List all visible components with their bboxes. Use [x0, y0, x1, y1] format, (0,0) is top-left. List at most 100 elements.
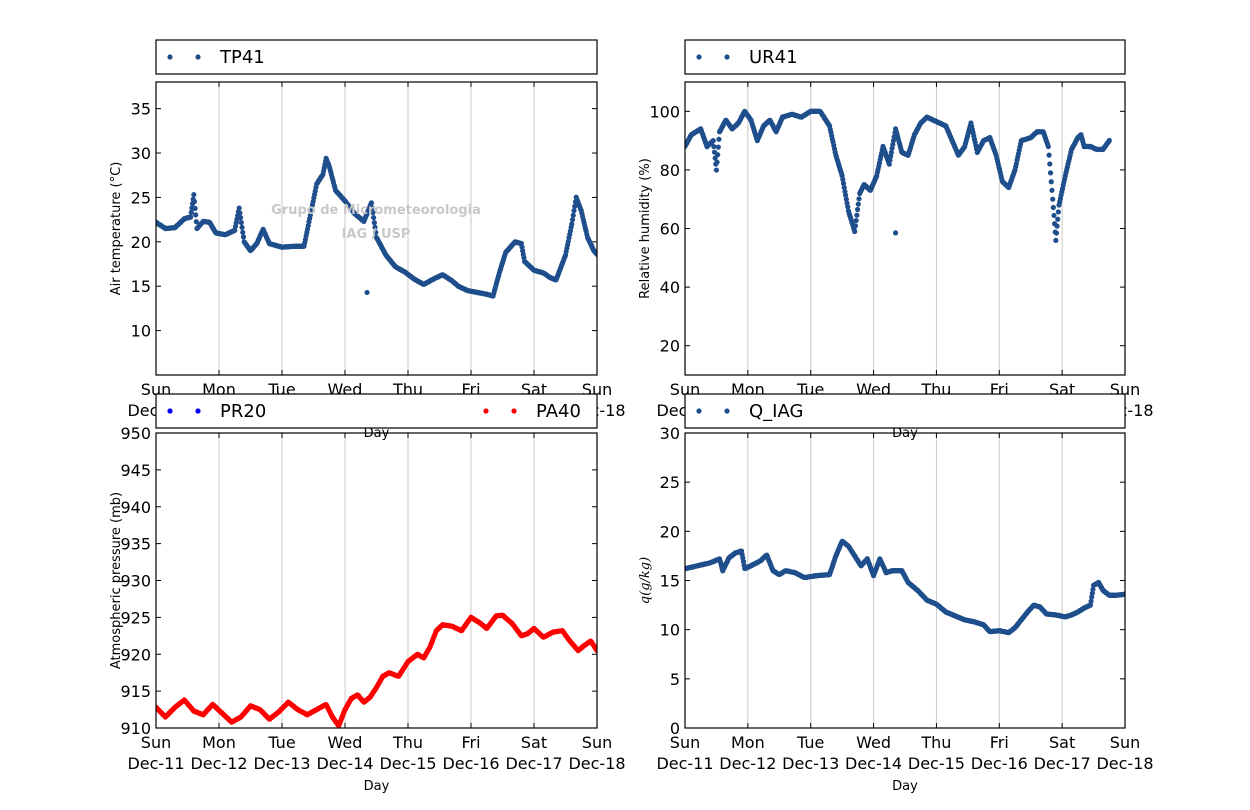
x-tick-label-day: Sun — [1110, 733, 1140, 752]
y-tick-label: 80 — [660, 161, 680, 180]
legend-marker — [724, 408, 730, 414]
y-tick-label: 930 — [120, 572, 151, 591]
y-axis-label: Atmospheric pressure (mb) — [109, 492, 124, 669]
data-point — [716, 136, 722, 142]
data-point — [1055, 216, 1061, 222]
x-tick-label-day: Sun — [141, 733, 171, 752]
data-point — [886, 161, 892, 167]
legend-marker — [167, 408, 173, 414]
y-axis-label: Relative humidity (%) — [638, 158, 653, 299]
x-tick-label-date: Dec-11 — [656, 754, 713, 773]
data-point — [1106, 137, 1112, 144]
legend-marker — [696, 54, 702, 60]
legend-label: Q_IAG — [749, 401, 803, 422]
x-tick-label-day: Mon — [202, 733, 236, 752]
x-tick-label-date: Dec-16 — [971, 754, 1028, 773]
data-point — [1045, 143, 1051, 150]
y-tick-label: 20 — [131, 233, 151, 252]
data-point — [1047, 161, 1053, 167]
data-point — [1122, 591, 1125, 597]
data-point — [843, 196, 849, 202]
x-tick-label-day: Thu — [920, 733, 951, 752]
y-axis-label: Air temperature (°C) — [109, 162, 124, 296]
data-point — [840, 176, 846, 183]
data-point — [236, 205, 242, 211]
x-tick-label-date: Dec-18 — [1096, 754, 1153, 773]
data-point — [368, 200, 375, 206]
data-point — [569, 221, 575, 227]
y-tick-label: 25 — [660, 473, 680, 492]
data-point — [369, 205, 375, 211]
legend-label: PA40 — [536, 401, 581, 422]
x-tick-label-day: Fri — [990, 733, 1009, 752]
data-point — [232, 227, 238, 233]
data-point — [1053, 230, 1060, 236]
data-point — [192, 205, 198, 211]
data-point — [854, 212, 860, 218]
x-tick-label-day: Mon — [731, 733, 765, 752]
x-tick-label-date: Dec-14 — [845, 754, 902, 773]
legend-box — [155, 39, 598, 75]
data-point — [188, 214, 194, 220]
data-point — [841, 184, 847, 191]
data-point — [1088, 598, 1094, 604]
y-tick-label: 25 — [131, 188, 151, 207]
data-point — [713, 167, 720, 173]
x-tick-label-day: Tue — [267, 733, 295, 752]
legend-marker — [195, 54, 201, 60]
data-point — [855, 201, 861, 207]
data-point — [1053, 237, 1059, 243]
data-point — [370, 209, 376, 216]
y-tick-label: 20 — [660, 522, 680, 541]
data-point — [1089, 594, 1095, 600]
legend-label: TP41 — [219, 47, 265, 68]
data-point — [188, 209, 194, 215]
x-tick-label-day: Sun — [670, 733, 700, 752]
data-point — [843, 192, 849, 198]
chart-panel-top-right: SunDec-11MonDec-12TueDec-13WedDec-14ThuD… — [638, 39, 1154, 441]
x-tick-label-day: Sat — [1049, 733, 1075, 752]
data-point — [852, 223, 859, 229]
y-tick-label: 30 — [131, 144, 151, 163]
x-tick-label-date: Dec-12 — [719, 754, 776, 773]
data-point — [240, 229, 246, 235]
y-tick-label: 920 — [120, 645, 151, 664]
data-point — [1049, 187, 1055, 193]
data-point — [714, 159, 720, 165]
data-point — [892, 230, 899, 236]
data-point — [854, 206, 861, 213]
plot-frame — [684, 81, 1126, 376]
x-axis-label: Day — [892, 779, 918, 794]
legend-box — [155, 393, 598, 429]
data-point — [238, 219, 244, 226]
x-tick-label-day: Tue — [796, 733, 824, 752]
x-tick-label-date: Dec-15 — [379, 754, 436, 773]
x-tick-label-date: Dec-11 — [127, 754, 184, 773]
data-point — [1055, 209, 1061, 215]
data-point — [373, 229, 379, 235]
data-point — [594, 251, 597, 257]
y-tick-label: 915 — [120, 682, 151, 701]
data-point — [193, 212, 199, 218]
x-tick-label-day: Sat — [521, 733, 547, 752]
y-tick-label: 15 — [131, 277, 151, 296]
data-point — [1089, 590, 1095, 596]
y-tick-label: 100 — [649, 102, 680, 121]
series-PA40 — [156, 612, 597, 728]
x-tick-label-day: Wed — [856, 733, 891, 752]
legend-marker — [724, 54, 730, 60]
legend-box — [684, 393, 1126, 429]
data-point — [572, 203, 578, 209]
legend-marker — [696, 408, 702, 414]
x-tick-label-date: Dec-17 — [505, 754, 562, 773]
data-point — [594, 647, 597, 654]
x-tick-label-date: Dec-14 — [316, 754, 373, 773]
data-point — [569, 217, 576, 223]
data-point — [371, 220, 377, 226]
data-point — [191, 192, 197, 198]
y-tick-label: 10 — [660, 621, 680, 640]
x-tick-label-date: Dec-12 — [190, 754, 247, 773]
data-point — [715, 144, 721, 150]
y-tick-label: 945 — [120, 461, 151, 480]
data-point — [1046, 152, 1052, 158]
